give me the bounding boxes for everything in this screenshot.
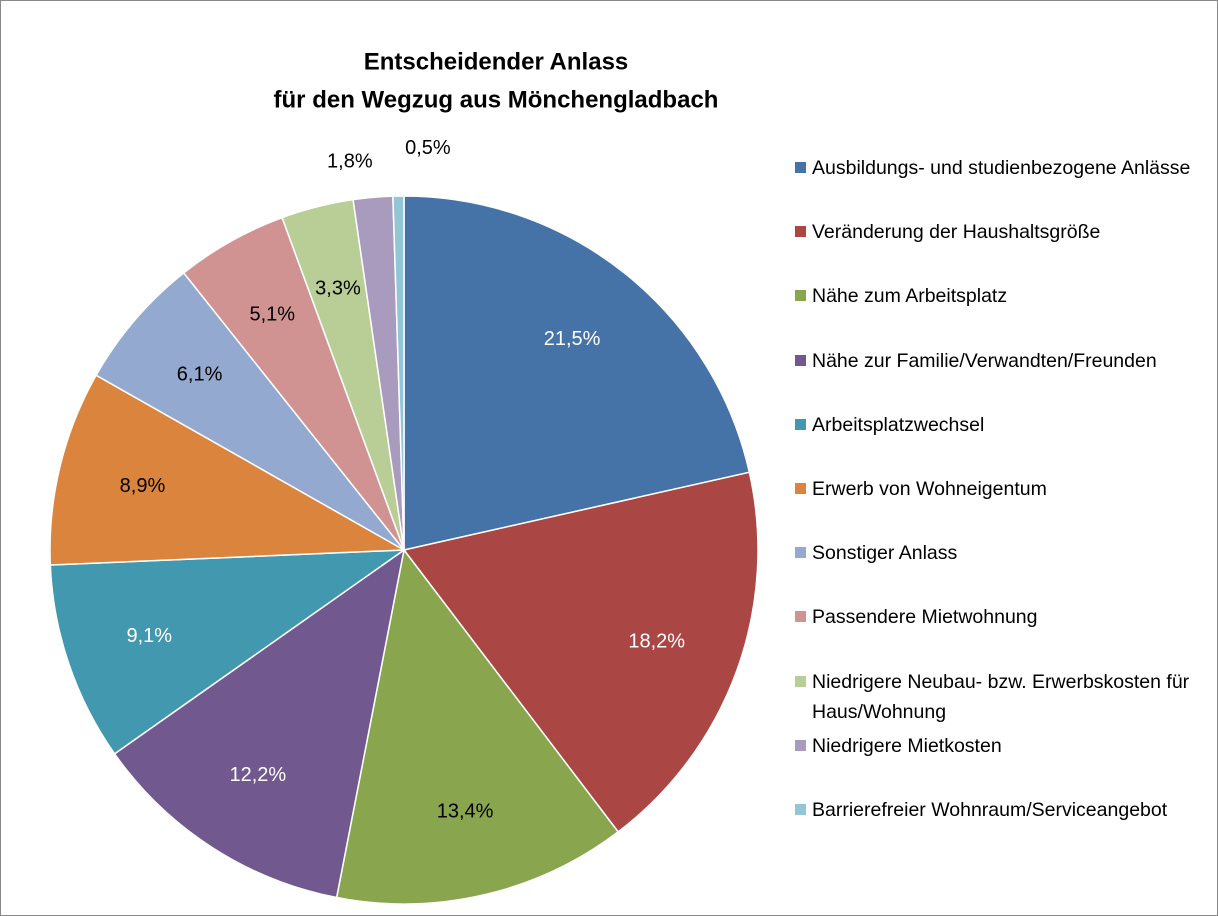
legend-item: Arbeitsplatzwechsel [795, 410, 1205, 440]
pie-slice [49, 549, 407, 755]
chart-title: für den Wegzug aus Mönchengladbach [274, 86, 719, 113]
chart-title: Entscheidender Anlass [364, 48, 629, 75]
legend-item: Sonstiger Anlass [795, 538, 1205, 568]
legend-label: Ausbildungs- und studienbezogene Anlässe [812, 157, 1191, 179]
legend-label: Arbeitsplatzwechsel [812, 413, 985, 436]
data-label: 8,9% [120, 475, 166, 497]
legend-item: Nähe zur Familie/Verwandten/Freunden [795, 346, 1205, 376]
data-label: 9,1% [127, 625, 173, 647]
legend-swatch [795, 739, 806, 751]
legend-item: Niedrigere Neubau- bzw. Erwerbskosten fü… [795, 667, 1205, 727]
pie-slice [335, 548, 620, 905]
legend-item: Erwerb von Wohneigentum [795, 474, 1205, 504]
pie-slice [95, 271, 405, 551]
legend-swatch [795, 611, 806, 623]
data-label: 0,5% [405, 137, 451, 159]
legend-swatch [795, 804, 806, 815]
legend-item: Nähe zum Arbeitsplatz [795, 281, 1205, 311]
legend-swatch [795, 162, 806, 173]
legend-swatch [795, 547, 806, 559]
legend-swatch [795, 675, 806, 687]
data-label: 12,2% [229, 764, 286, 786]
legend-label: Erwerb von Wohneigentum [812, 478, 1047, 500]
legend-item: Veränderung der Haushaltsgröße [795, 217, 1205, 247]
pie-slice [113, 548, 406, 899]
pie-slice [403, 195, 751, 551]
legend-item: Niedrigere Mietkosten [795, 731, 1205, 761]
legend-label: Sonstiger Anlass [812, 542, 958, 565]
data-label: 1,8% [327, 150, 373, 172]
legend-label: Niedrigere Neubau- bzw. Erwerbskosten fü… [812, 670, 1190, 723]
legend-item: Barrierefreier Wohnraum/Serviceangebot [795, 795, 1205, 825]
legend-label: Nähe zum Arbeitsplatz [812, 285, 1008, 308]
legend-label: Passendere Mietwohnung [812, 606, 1038, 629]
data-label: 21,5% [544, 328, 601, 350]
data-label: 5,1% [249, 304, 295, 326]
legend-label: Veränderung der Haushaltsgröße [812, 221, 1101, 244]
legend-swatch [795, 418, 806, 430]
data-label: 13,4% [437, 800, 494, 822]
pie-slice [392, 195, 405, 551]
legend-swatch [795, 226, 806, 238]
legend-item: Ausbildungs- und studienbezogene Anlässe [795, 153, 1205, 183]
legend-swatch [795, 290, 806, 302]
legend-label: Niedrigere Mietkosten [812, 734, 1002, 757]
data-label: 6,1% [177, 363, 223, 385]
data-label: 18,2% [628, 631, 685, 653]
legend-label: Nähe zur Familie/Verwandten/Freunden [812, 349, 1157, 372]
legend-swatch [795, 483, 806, 494]
data-label: 3,3% [315, 277, 361, 299]
legend-label: Barrierefreier Wohnraum/Serviceangebot [812, 799, 1168, 821]
pie-slice [402, 471, 759, 833]
pie-slice [49, 374, 407, 566]
legend-item: Passendere Mietwohnung [795, 602, 1205, 632]
legend-swatch [795, 354, 806, 366]
